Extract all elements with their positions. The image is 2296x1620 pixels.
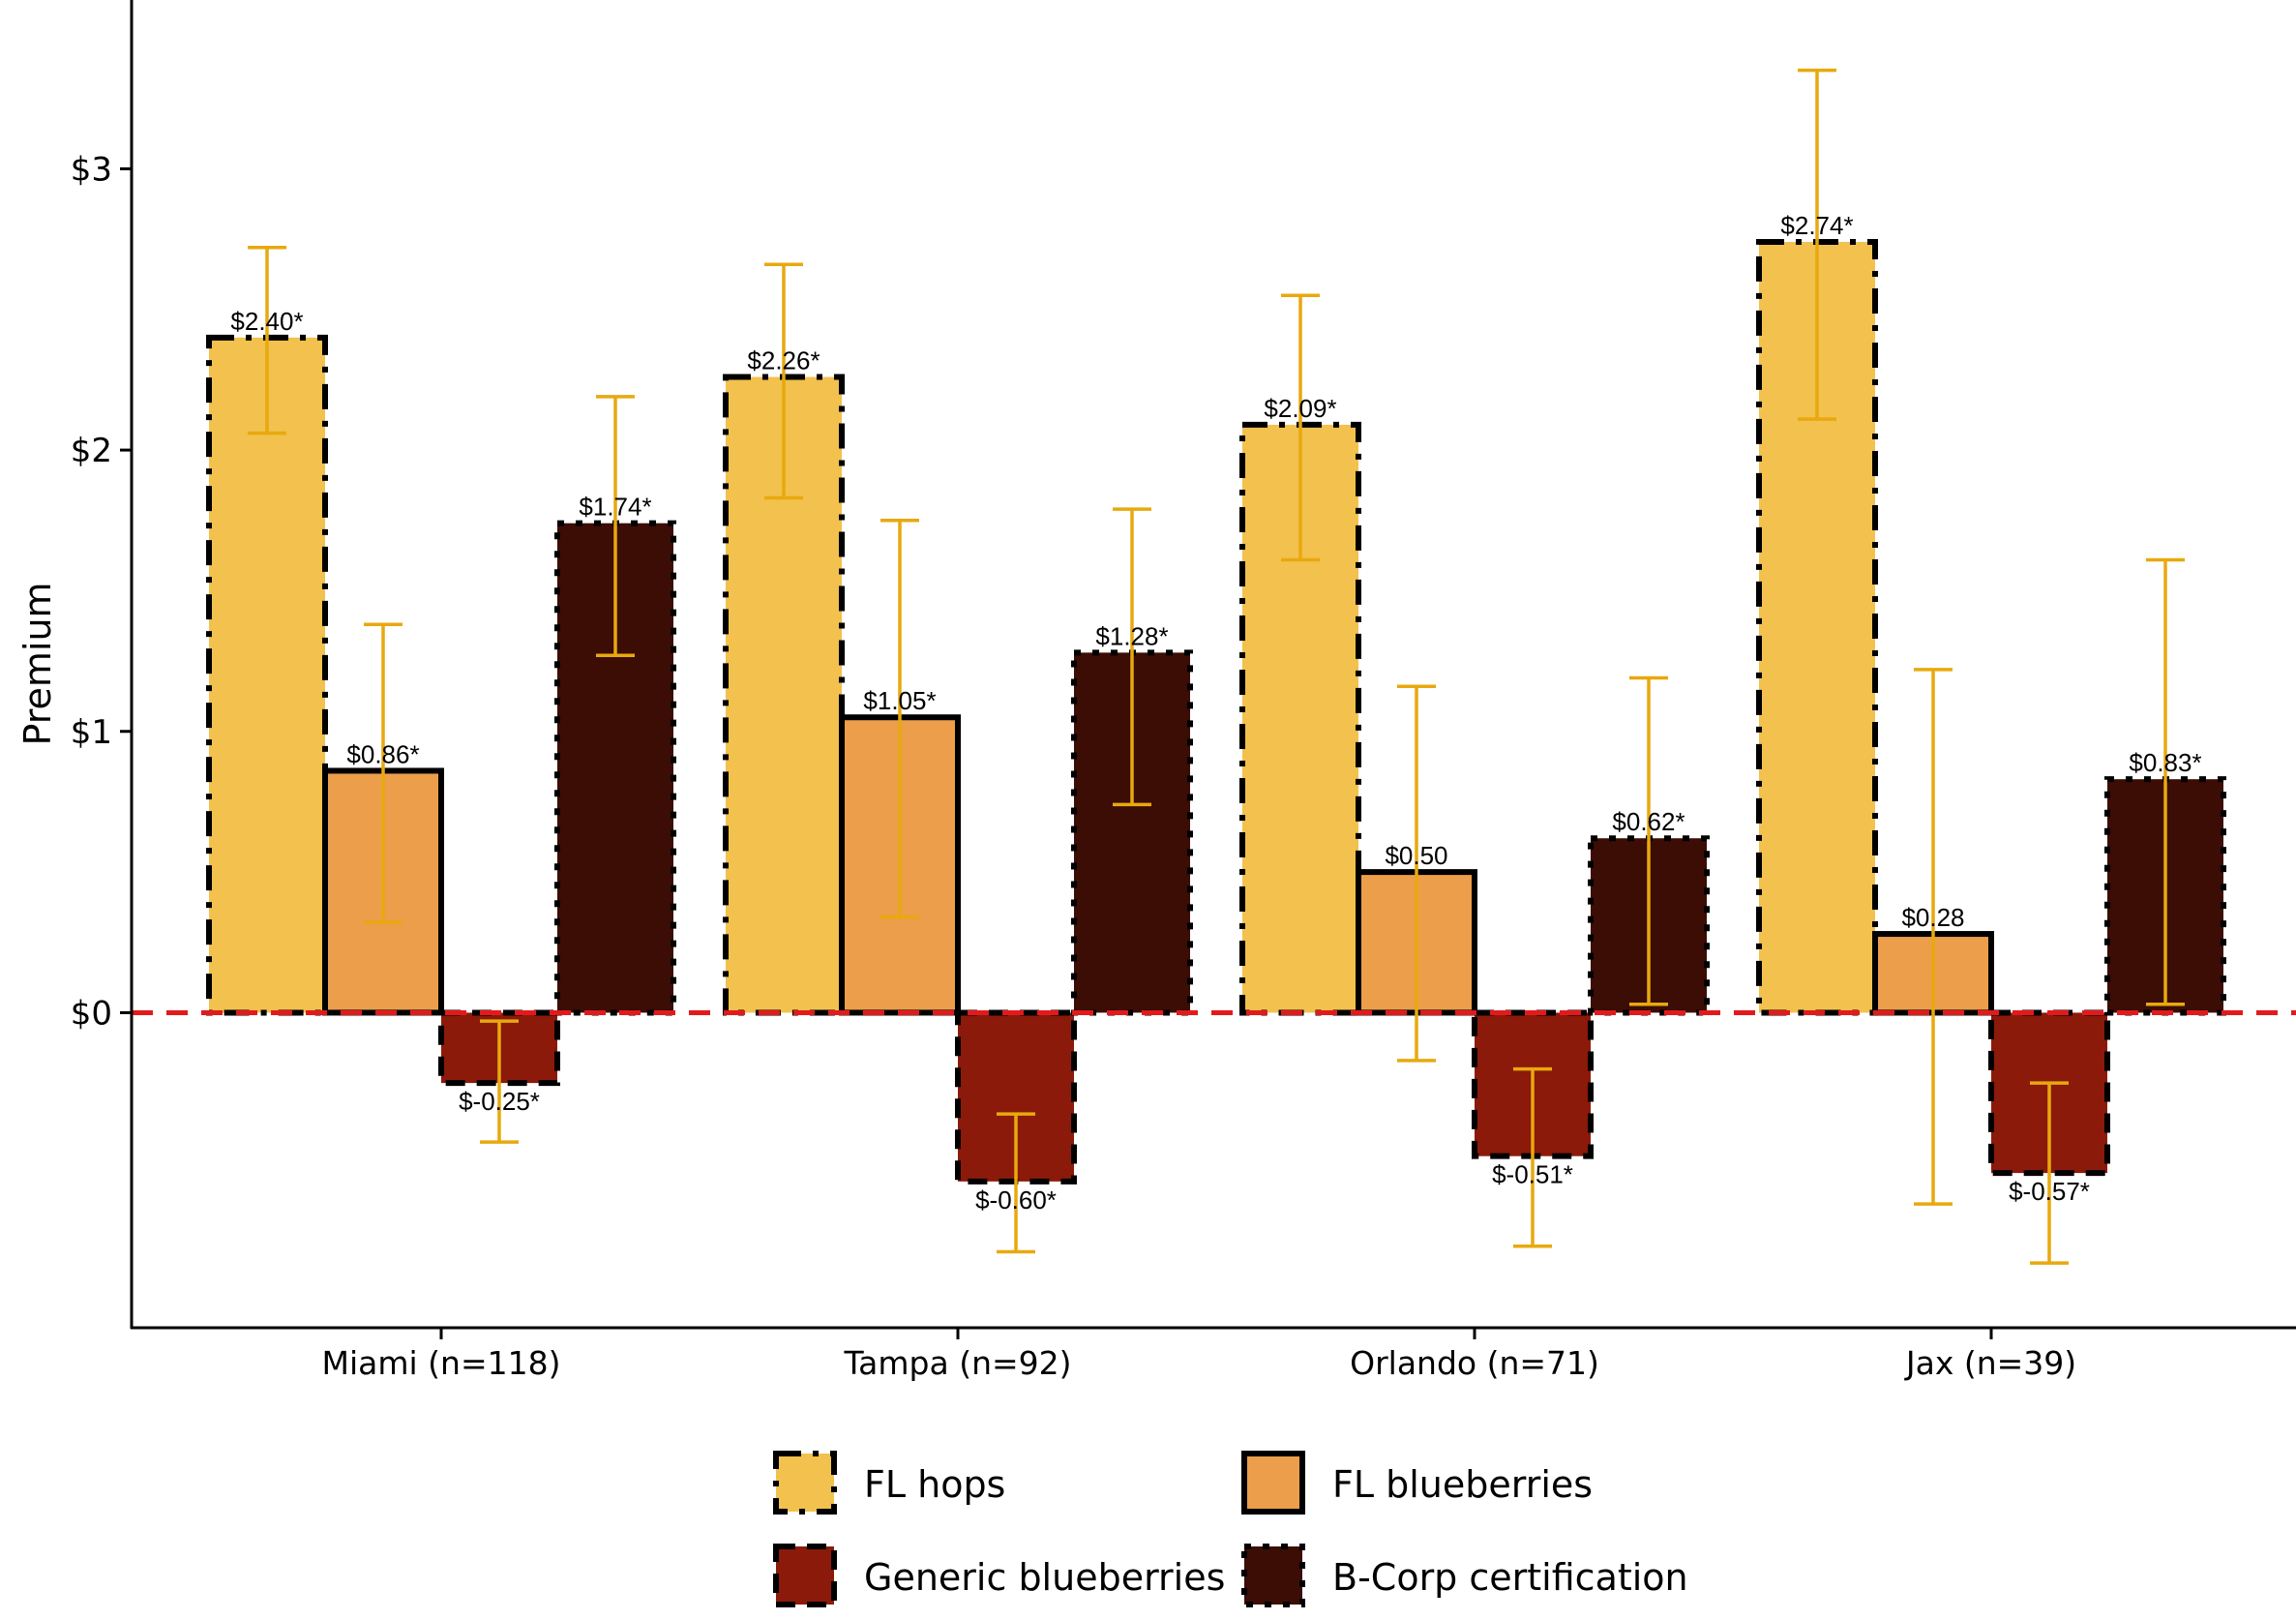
error-bar [364,622,403,925]
x-tick-label: Jax (n=39) [1904,1344,2076,1382]
bars-layer [206,238,2226,1185]
data-label: $2.09* [1264,394,1336,423]
y-axis-ticks: $0 $1 $2 $3 [71,150,132,1033]
error-bar [1397,684,1436,1063]
y-axis-label: Premium [16,582,59,745]
data-label: $0.28 [1901,903,1964,932]
x-tick-label: Orlando (n=71) [1350,1344,1599,1382]
error-bar [596,395,635,658]
y-tick-label: $3 [71,150,112,189]
bar-fl-hops-miami-n-118 [206,334,328,1016]
legend-key [1241,1451,1305,1515]
legend-key [773,1544,837,1607]
y-tick-label: $1 [71,713,112,752]
data-label: $2.40* [230,307,303,336]
legend-label: FL hops [864,1463,1005,1506]
error-bar [880,519,919,919]
y-tick-label: $0 [71,994,112,1033]
error-bar [248,246,286,435]
legend-item-fl-hops: FL hops [773,1451,1005,1515]
legend-label: Generic blueberries [864,1556,1225,1599]
data-label: $0.83* [2129,748,2201,777]
data-label: $2.74* [1780,211,1853,240]
data-labels-layer: $2.40* $0.86* $-0.25* $1.74* $2.26* $1.05* $-0… [230,211,2201,1215]
legend-item-b-corp-certification: B-Corp certification [1241,1544,1688,1607]
legend-label: B-Corp certification [1332,1556,1688,1599]
error-bars-layer [248,68,2185,1265]
data-label: $0.86* [346,739,419,768]
data-label: $1.28* [1095,621,1168,650]
legend-item-generic-blueberries: Generic blueberries [773,1544,1225,1607]
data-label: $0.62* [1612,807,1685,836]
error-bar [1798,68,1836,421]
data-label: $-0.60* [975,1185,1057,1215]
error-bar [764,262,803,500]
error-bar [2146,557,2185,1006]
legend-item-fl-blueberries: FL blueberries [1241,1451,1593,1515]
error-bar [1629,675,1668,1006]
error-bar [1113,507,1151,807]
x-axis-ticks: Miami (n=118) Tampa (n=92) Orlando (n=71) J… [322,1328,2076,1382]
y-tick-label: $2 [71,432,112,470]
bar-b-corp-certification-tampa-n-92 [1071,649,1193,1016]
error-bar [480,1019,519,1144]
error-bar [2030,1081,2069,1265]
legend: FL hops FL blueberries Generic blueberries… [773,1451,1688,1607]
data-label: $1.05* [863,686,936,715]
data-label: $1.74* [579,493,651,522]
legend-label: FL blueberries [1332,1463,1593,1506]
data-label: $-0.25* [459,1087,540,1116]
error-bar [1914,668,1953,1206]
data-label: $-0.51* [1492,1160,1573,1189]
legend-key [1241,1544,1305,1607]
error-bar [1513,1066,1552,1248]
data-label: $2.26* [747,346,820,375]
error-bar [997,1112,1035,1254]
legend-key [773,1451,837,1515]
data-label: $-0.57* [2009,1177,2090,1206]
data-label: $0.50 [1385,841,1447,870]
x-tick-label: Miami (n=118) [322,1344,561,1382]
error-bar [1281,293,1320,562]
x-tick-label: Tampa (n=92) [843,1344,1071,1382]
